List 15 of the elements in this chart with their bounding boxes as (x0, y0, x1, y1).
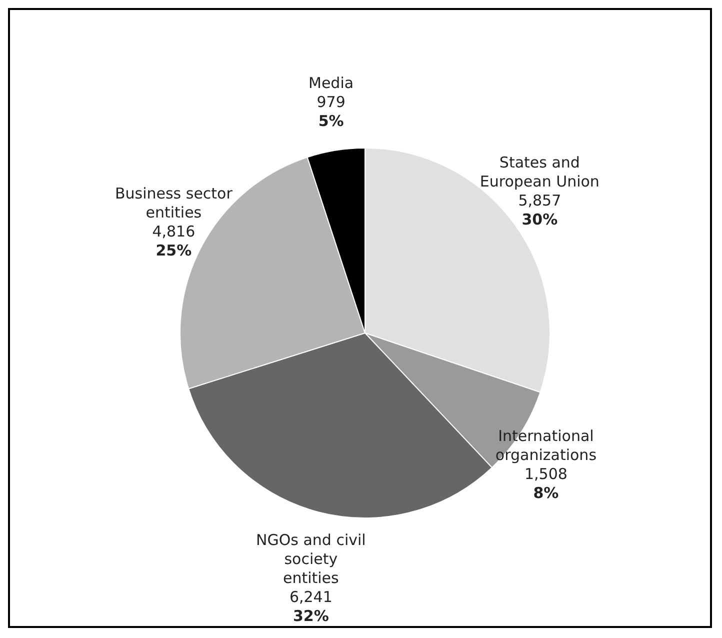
text: 25% (156, 241, 192, 260)
data-label: 979 (316, 92, 346, 111)
data-label: 1,508 (524, 464, 568, 483)
slice-label: States and European Union (480, 154, 600, 191)
data-label: 5,857 (518, 192, 562, 210)
text: 5% (318, 112, 344, 130)
slice-label: International organizations (495, 426, 597, 464)
slice-label: NGOs and civil society entities (256, 530, 366, 587)
text: 30% (522, 210, 558, 229)
data-label: 4,816 (152, 222, 196, 240)
slice-label: Business sector entities (114, 184, 234, 222)
text: 32% (292, 606, 329, 625)
data-label: 6,241 (289, 588, 332, 606)
slice-label: Media (308, 74, 354, 92)
text: 8% (533, 484, 559, 502)
